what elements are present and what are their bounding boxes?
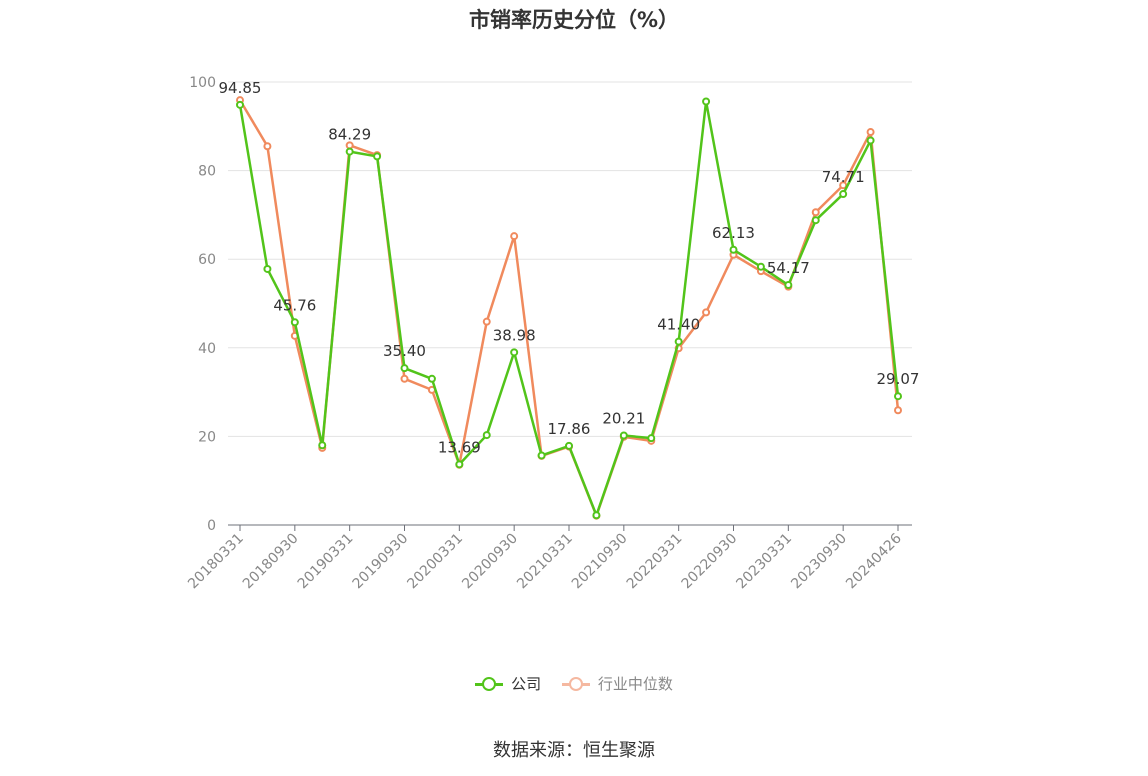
data-point (455, 460, 464, 469)
data-label: 54.17 (767, 259, 810, 277)
x-tick-label: 20210930 (569, 531, 631, 593)
legend-item-industry-median[interactable]: 行业中位数 (561, 673, 673, 694)
data-point (263, 264, 272, 273)
chart-title: 市销率历史分位（%） (468, 8, 680, 32)
data-point (482, 317, 491, 326)
series-industry-median (236, 96, 902, 520)
data-point (482, 431, 491, 440)
data-point (866, 136, 875, 145)
data-label: 13.69 (438, 438, 481, 456)
legend-industry-marker (561, 676, 590, 691)
data-point (866, 128, 875, 137)
data-label: 84.29 (328, 126, 371, 144)
data-point (839, 190, 848, 199)
data-point (756, 262, 765, 271)
legend-industry-label: 行业中位数 (597, 675, 673, 693)
y-tick-label: 40 (198, 341, 216, 357)
data-point (702, 97, 711, 106)
x-tick-label: 20180930 (240, 531, 302, 593)
data-label: 29.07 (877, 370, 920, 388)
data-label: 94.85 (219, 79, 262, 97)
data-point (811, 216, 820, 225)
data-point (400, 364, 409, 373)
x-tick-label: 20220930 (679, 531, 741, 593)
data-point (236, 100, 244, 109)
y-tick-label: 0 (207, 518, 216, 534)
y-tick-label: 80 (198, 164, 216, 180)
x-tick-label: 20190331 (295, 531, 357, 593)
x-tick-label: 20200930 (459, 531, 521, 593)
data-point (400, 374, 409, 383)
data-point (674, 337, 683, 346)
data-source: 数据来源：恒生聚源 (493, 740, 655, 761)
data-point (427, 374, 436, 383)
data-point (702, 308, 711, 317)
line-chart: 0 20 40 60 80 100 2018033120180930201903312019… (185, 75, 920, 593)
x-tick-label: 20230331 (733, 531, 795, 593)
series-line (238, 99, 900, 517)
x-tick-label: 20180331 (185, 531, 247, 593)
x-tick-label: 20220331 (624, 531, 686, 593)
data-point (894, 406, 902, 415)
y-tick-label: 20 (198, 429, 216, 445)
data-point (784, 281, 793, 290)
data-point (811, 208, 820, 217)
data-point (565, 441, 573, 450)
legend-item-company[interactable]: 公司 (475, 673, 541, 694)
legend-company-marker (475, 676, 504, 691)
legend-company-label: 公司 (511, 675, 542, 693)
x-tick-label: 20210331 (514, 531, 576, 593)
data-label: 62.13 (712, 224, 755, 242)
data-point (619, 431, 628, 440)
data-point (592, 511, 601, 520)
series (236, 96, 902, 520)
data-point (839, 181, 848, 190)
data-point (647, 434, 656, 443)
series-line (238, 100, 900, 517)
data-labels: 94.85 45.76 84.29 35.40 13.69 38.98 17.86 20.21… (219, 79, 920, 457)
data-label: 20.21 (602, 409, 645, 427)
y-tick-label: 60 (198, 252, 216, 268)
data-label: 45.76 (273, 296, 316, 314)
data-label: 41.40 (657, 316, 700, 334)
data-label: 38.98 (493, 326, 536, 344)
data-point (894, 392, 902, 401)
x-tick-label: 20240426 (843, 530, 905, 592)
data-point (290, 318, 299, 327)
data-label: 74.71 (822, 168, 865, 186)
series-company (236, 97, 902, 520)
data-label: 35.40 (383, 342, 426, 360)
data-point (345, 147, 354, 156)
data-point (729, 245, 738, 254)
data-point (510, 348, 519, 357)
x-tick-label: 20190930 (350, 531, 412, 593)
data-point (318, 441, 327, 450)
data-label: 17.86 (548, 420, 591, 438)
data-point (373, 152, 382, 161)
y-tick-label: 100 (189, 75, 216, 91)
data-point (510, 232, 519, 241)
data-point (537, 451, 546, 460)
data-point (263, 142, 272, 151)
x-tick-label: 20200331 (404, 531, 466, 593)
legend: 公司 行业中位数 (0, 673, 1148, 695)
x-tick-label: 20230930 (788, 531, 850, 593)
